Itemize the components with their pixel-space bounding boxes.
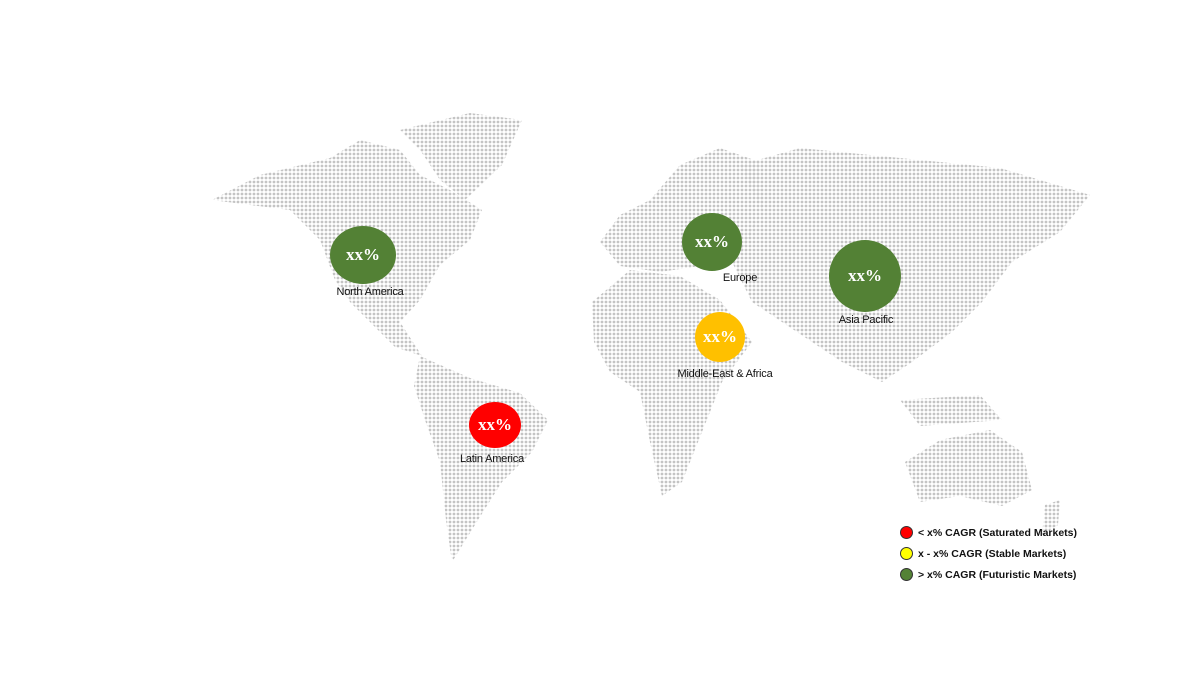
legend-dot [900,568,913,581]
legend-label: > x% CAGR (Futuristic Markets) [918,568,1077,581]
region-label-europe: Europe [722,272,758,284]
bubble-value: xx% [346,245,380,264]
africa-landmass [592,270,752,496]
bubble-value: xx% [695,232,729,251]
legend: < x% CAGR (Saturated Markets) x - x% CAG… [900,522,1077,585]
bubble-value: xx% [703,327,737,346]
region-label-latin-america: Latin America [459,453,525,465]
legend-dot [900,547,913,560]
region-label-north-america: North America [336,286,404,298]
bubble-value: xx% [478,415,512,434]
bubble-value: xx% [848,266,882,285]
legend-label: < x% CAGR (Saturated Markets) [918,526,1078,539]
legend-item-futuristic: > x% CAGR (Futuristic Markets) [900,564,1077,585]
asia-landmass [732,148,1090,382]
bubble-middle-east-africa[interactable]: xx% [695,312,745,362]
bubble-europe[interactable]: xx% [682,213,742,271]
bubble-asia-pacific[interactable]: xx% [829,240,901,312]
legend-dot [900,526,913,539]
new-zealand-landmass [1042,500,1060,535]
legend-label: x - x% CAGR (Stable Markets) [918,547,1067,560]
region-label-middle-east-africa: Middle-East & Africa [677,368,773,380]
legend-item-stable: x - x% CAGR (Stable Markets) [900,543,1077,564]
legend-item-saturated: < x% CAGR (Saturated Markets) [900,522,1077,543]
indonesia-landmass [900,395,1002,426]
bubble-north-america[interactable]: xx% [330,226,396,284]
bubble-latin-america[interactable]: xx% [469,402,521,448]
greenland-landmass [400,113,522,200]
south-america-landmass [414,356,548,562]
australia-landmass [905,430,1032,506]
region-label-asia-pacific: Asia Pacific [838,314,894,326]
